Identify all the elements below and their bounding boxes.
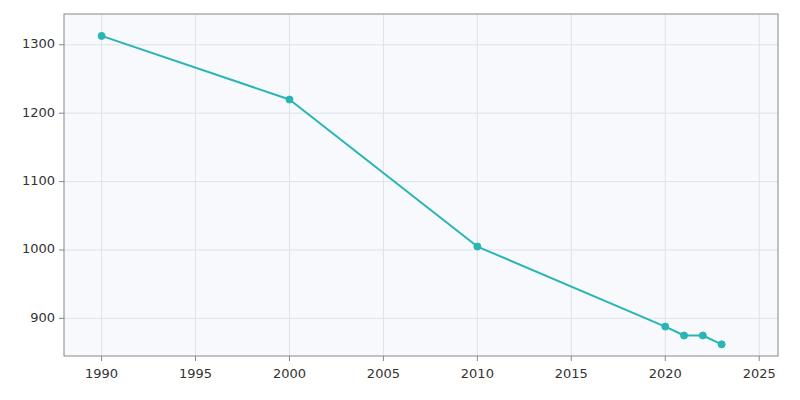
y-grid-line [64, 44, 778, 45]
data-point [286, 96, 293, 103]
x-tick [101, 356, 102, 361]
x-tick-label: 2010 [461, 366, 494, 381]
data-point [98, 32, 105, 39]
x-grid-line [195, 14, 196, 356]
x-tick-label: 2025 [743, 366, 776, 381]
plot-marks [98, 32, 725, 347]
y-tick [59, 113, 64, 114]
y-tick-label: 1300 [22, 36, 55, 51]
x-grid-line [759, 14, 760, 356]
x-tick-label: 2020 [649, 366, 682, 381]
data-point [718, 341, 725, 348]
x-grid-line [571, 14, 572, 356]
y-tick-label: 900 [30, 310, 55, 325]
x-grid-line [383, 14, 384, 356]
plot-area [64, 14, 778, 356]
x-tick-label: 2015 [555, 366, 588, 381]
x-tick [195, 356, 196, 361]
y-grid-line [64, 318, 778, 319]
x-tick [289, 356, 290, 361]
x-tick-label: 2000 [273, 366, 306, 381]
data-point [662, 323, 669, 330]
data-line [102, 36, 722, 344]
x-grid-line [289, 14, 290, 356]
x-tick-label: 2005 [367, 366, 400, 381]
plot-frame [64, 14, 778, 356]
y-tick-label: 1000 [22, 241, 55, 256]
x-tick [759, 356, 760, 361]
x-tick-label: 1995 [179, 366, 212, 381]
page: {"chart_data": {"type": "line", "x": [19… [0, 0, 800, 400]
x-tick-label: 1990 [85, 366, 118, 381]
y-grid-line [64, 181, 778, 182]
x-tick [477, 356, 478, 361]
y-tick [59, 249, 64, 250]
x-grid-line [477, 14, 478, 356]
data-point [681, 332, 688, 339]
y-tick-label: 1100 [22, 173, 55, 188]
y-grid-line [64, 113, 778, 114]
x-tick [383, 356, 384, 361]
data-point [474, 243, 481, 250]
y-tick [59, 318, 64, 319]
x-tick [665, 356, 666, 361]
chart-svg: 1990 1995 2000 2005 2010 2015 2020 2025 900 1000 1… [0, 0, 800, 400]
y-tick-label: 1200 [22, 105, 55, 120]
grid [64, 14, 778, 356]
y-tick [59, 44, 64, 45]
y-tick [59, 181, 64, 182]
x-grid-line [101, 14, 102, 356]
x-grid-line [665, 14, 666, 356]
chart-container: 1990 1995 2000 2005 2010 2015 2020 2025 900 1000 1… [0, 0, 800, 400]
x-tick [571, 356, 572, 361]
y-grid-line [64, 249, 778, 250]
axes: 1990 1995 2000 2005 2010 2015 2020 2025 900 1000 1… [22, 36, 776, 381]
data-point [699, 332, 706, 339]
